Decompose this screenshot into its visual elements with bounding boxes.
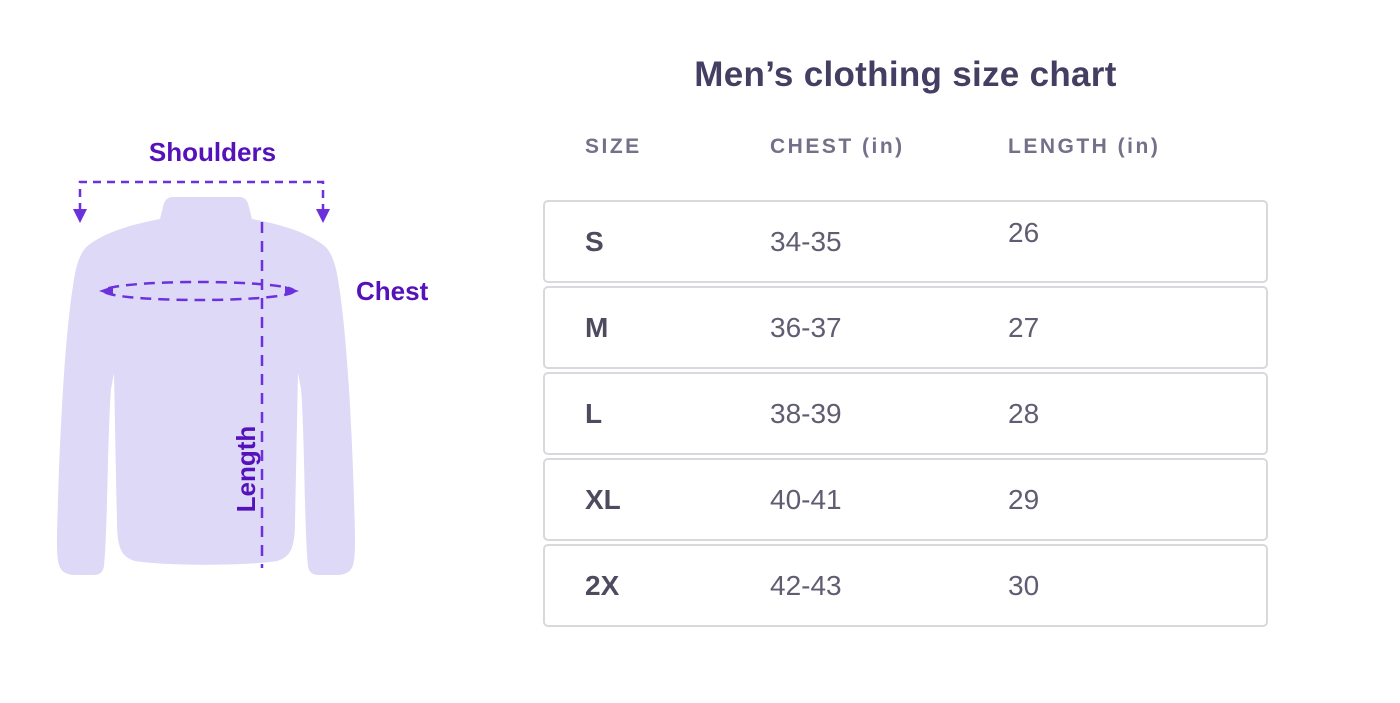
- chest-cell: 34-35: [770, 225, 842, 257]
- length-cell: 28: [1008, 397, 1040, 429]
- size-cell: M: [585, 311, 609, 343]
- table-row: 2X 42-43 30: [543, 544, 1268, 627]
- chest-arrow-right-icon: [285, 286, 299, 296]
- shoulders-measure-line: [78, 180, 325, 211]
- size-cell: S: [585, 225, 604, 257]
- page-title: Men’s clothing size chart: [694, 55, 1117, 94]
- chest-cell: 38-39: [770, 397, 842, 429]
- size-cell: 2X: [585, 569, 620, 601]
- chest-cell: 36-37: [770, 311, 842, 343]
- length-label: Length: [231, 425, 261, 513]
- length-cell: 29: [1008, 483, 1040, 515]
- table-row: M 36-37 27: [543, 286, 1268, 369]
- column-header-length: LENGTH (in): [1008, 135, 1161, 158]
- size-cell: XL: [585, 483, 621, 515]
- length-cell: 26: [1008, 216, 1040, 248]
- shoulders-arrow-right-icon: [316, 209, 330, 223]
- shoulders-arrow-left-icon: [73, 209, 87, 223]
- shirt-silhouette: [57, 197, 355, 575]
- size-cell: L: [585, 397, 603, 429]
- chest-cell: 42-43: [770, 569, 842, 601]
- table-row: XL 40-41 29: [543, 458, 1268, 541]
- chest-label: Chest: [356, 276, 429, 306]
- column-header-chest: CHEST (in): [770, 135, 905, 158]
- column-header-size: SIZE: [585, 135, 642, 158]
- shirt-diagram: [57, 180, 355, 575]
- size-table-body: S 34-35 26 M 36-37 27 L 38-39 28 XL 40-4…: [543, 200, 1268, 630]
- shoulders-label: Shoulders: [148, 137, 277, 167]
- length-cell: 27: [1008, 311, 1040, 343]
- size-table-header: SIZE CHEST (in) LENGTH (in): [585, 135, 1285, 159]
- table-row: S 34-35 26: [543, 200, 1268, 283]
- table-row: L 38-39 28: [543, 372, 1268, 455]
- length-cell: 30: [1008, 569, 1040, 601]
- chest-cell: 40-41: [770, 483, 842, 515]
- chest-arrow-left-icon: [99, 286, 113, 296]
